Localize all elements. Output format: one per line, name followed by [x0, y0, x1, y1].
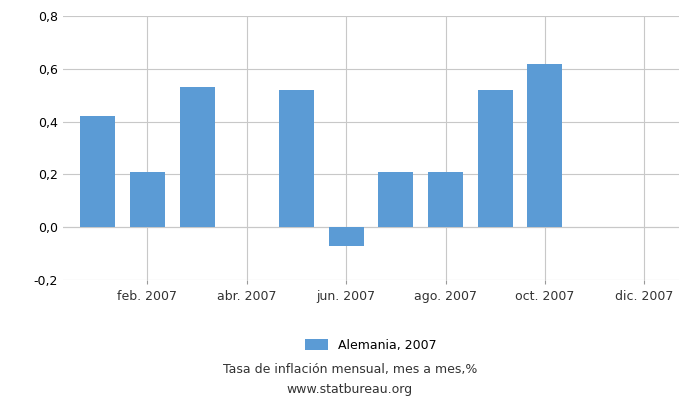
- Bar: [279, 90, 314, 227]
- Bar: [528, 64, 562, 227]
- Bar: [180, 87, 214, 227]
- Bar: [478, 90, 512, 227]
- Bar: [130, 172, 164, 227]
- Bar: [80, 116, 116, 227]
- Bar: [428, 172, 463, 227]
- Text: Tasa de inflación mensual, mes a mes,%: Tasa de inflación mensual, mes a mes,%: [223, 364, 477, 376]
- Bar: [329, 227, 363, 246]
- Bar: [379, 172, 413, 227]
- Text: www.statbureau.org: www.statbureau.org: [287, 384, 413, 396]
- Legend: Alemania, 2007: Alemania, 2007: [300, 334, 442, 357]
